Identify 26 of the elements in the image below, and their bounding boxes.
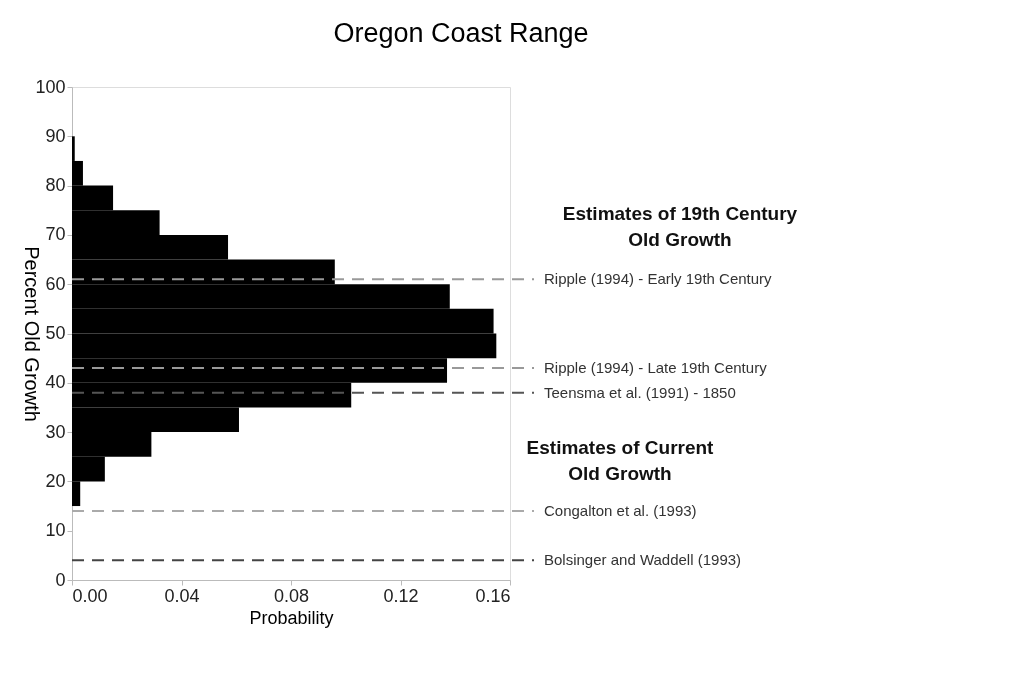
chart-title: Oregon Coast Range bbox=[333, 18, 589, 48]
y-tick-label: 20 bbox=[45, 470, 66, 491]
text: Estimates of Current Old Growth bbox=[526, 437, 715, 484]
y-tick-label: 60 bbox=[45, 273, 66, 294]
y-tick-label: 100 bbox=[35, 76, 66, 97]
x-tick-label: 0.08 bbox=[273, 585, 310, 606]
x-axis-title: Probability bbox=[249, 607, 334, 628]
text: Estimates of 19th Century Old Growth bbox=[562, 203, 798, 250]
y-tick-label: 90 bbox=[45, 125, 66, 146]
ref-line-label: Congalton et al. (1993) bbox=[544, 501, 697, 519]
x-tick-label: 0.00 bbox=[72, 585, 108, 606]
ref-line-label: Ripple (1994) - Late 19th Century bbox=[544, 359, 768, 377]
y-tick-label: 70 bbox=[45, 224, 66, 245]
y-tick-label: 80 bbox=[45, 175, 66, 196]
y-tick-label: 50 bbox=[45, 323, 66, 343]
x-tick-label: 0.16 bbox=[475, 585, 511, 606]
x-tick-label: 0.04 bbox=[164, 585, 200, 606]
y-tick-label: 30 bbox=[45, 421, 66, 442]
y-tick-label: 10 bbox=[45, 520, 66, 541]
ref-line-label: Bolsinger and Waddell (1993) bbox=[544, 551, 742, 569]
y-tick-label: 0 bbox=[55, 569, 66, 590]
y-axis-title: Percent Old Growth bbox=[21, 246, 44, 422]
ref-line-label: Teensma et al. (1991) - 1850 bbox=[544, 383, 736, 401]
x-tick-label: 0.12 bbox=[383, 585, 419, 606]
y-tick-label: 40 bbox=[45, 372, 66, 393]
ref-line-label: Ripple (1994) - Early 19th Century bbox=[544, 270, 773, 288]
